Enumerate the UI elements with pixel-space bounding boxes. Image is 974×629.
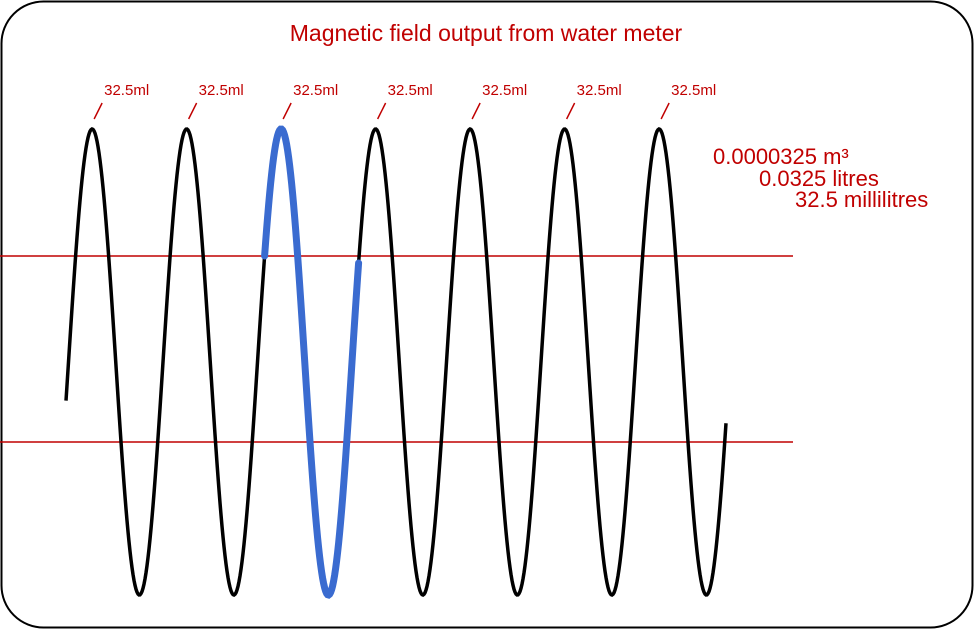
label-leader bbox=[187, 102, 198, 120]
label-leader bbox=[93, 102, 103, 120]
peak-label: 32.5ml bbox=[577, 82, 622, 99]
label-leader bbox=[471, 102, 481, 120]
peak-label: 32.5ml bbox=[671, 82, 716, 99]
conversion: 32.5 millilitres bbox=[795, 187, 928, 212]
conversion: 0.0325 litres bbox=[759, 166, 879, 191]
peak-label: 32.5ml bbox=[482, 82, 527, 99]
peak-label: 32.5ml bbox=[388, 82, 433, 99]
label-leader bbox=[282, 102, 292, 120]
label-leader bbox=[660, 102, 670, 120]
highlighted-cycle bbox=[261, 125, 363, 599]
sine-wave bbox=[64, 127, 728, 597]
peak-label: 32.5ml bbox=[293, 82, 338, 99]
peak-label: 32.5ml bbox=[104, 82, 149, 99]
conversion: 0.0000325 m³ bbox=[713, 144, 849, 169]
label-leader bbox=[376, 102, 387, 120]
peak-label: 32.5ml bbox=[199, 82, 244, 99]
title: Magnetic field output from water meter bbox=[290, 20, 683, 46]
label-leader bbox=[565, 102, 576, 120]
